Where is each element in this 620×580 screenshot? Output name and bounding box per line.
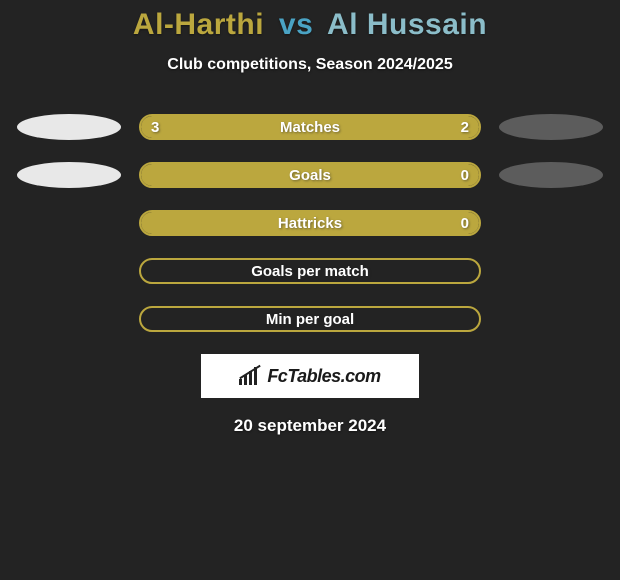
player2-marker [499,162,603,188]
stat-bar: Goals0 [139,162,481,188]
player2-name: Al Hussain [327,8,487,41]
stats-rows: 3Matches2 Goals0 Hattricks0 Goals per match… [0,114,620,332]
stat-row: 3Matches2 [0,114,620,140]
subtitle: Club competitions, Season 2024/2025 [0,56,620,74]
stat-row: Min per goal [0,306,620,332]
logo-box[interactable]: FcTables.com [201,354,419,398]
stat-label: Min per goal [141,308,479,330]
marker-spacer [499,210,603,236]
stat-bar: 3Matches2 [139,114,481,140]
page-title: Al-Harthi vs Al Hussain [0,8,620,42]
player2-marker [499,114,603,140]
stat-row: Hattricks0 [0,210,620,236]
stat-bar: Hattricks0 [139,210,481,236]
marker-spacer [17,210,121,236]
stat-bar-fill [141,164,479,186]
stat-bar: Goals per match [139,258,481,284]
stat-bar: Min per goal [139,306,481,332]
marker-spacer [17,258,121,284]
logo-chart-icon [239,367,261,385]
stat-row: Goals0 [0,162,620,188]
stat-label: Goals per match [141,260,479,282]
comparison-card: Al-Harthi vs Al Hussain Club competition… [0,0,620,436]
stat-row: Goals per match [0,258,620,284]
stat-bar-fill [141,212,479,234]
logo-text: FcTables.com [267,366,380,387]
marker-spacer [499,258,603,284]
marker-spacer [17,306,121,332]
player1-marker [17,162,121,188]
player1-marker [17,114,121,140]
player1-name: Al-Harthi [133,8,264,41]
marker-spacer [499,306,603,332]
stat-bar-fill [141,116,479,138]
vs-label: vs [273,8,319,41]
date-label: 20 september 2024 [0,416,620,436]
